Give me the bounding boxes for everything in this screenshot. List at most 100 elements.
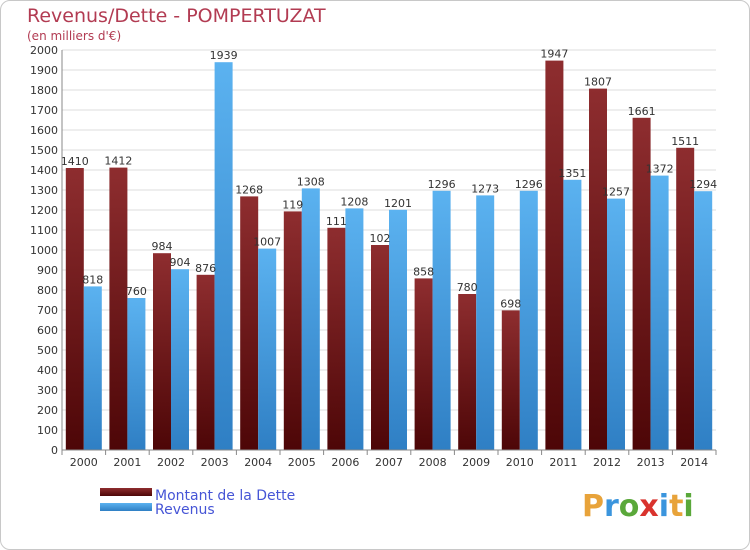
chart-title: Revenus/Dette - POMPERTUZAT bbox=[27, 5, 326, 27]
data-label-dette: 1807 bbox=[584, 76, 612, 89]
y-tick-label: 1700 bbox=[30, 104, 58, 117]
y-tick-label: 1600 bbox=[30, 124, 58, 137]
data-label-revenus: 1201 bbox=[384, 197, 412, 210]
legend-label-revenus: Revenus bbox=[155, 502, 215, 518]
bar-dette bbox=[153, 253, 171, 450]
bar-revenus bbox=[432, 190, 451, 451]
bar-revenus bbox=[607, 198, 625, 450]
bar-revenus bbox=[519, 190, 538, 451]
bar-revenus bbox=[694, 191, 713, 450]
y-tick-label: 1900 bbox=[30, 64, 58, 77]
x-tick-label: 2010 bbox=[506, 456, 534, 469]
y-tick-label: 0 bbox=[51, 444, 58, 457]
svg-text:Proxiti: Proxiti bbox=[582, 489, 694, 524]
data-label-dette: 984 bbox=[152, 240, 173, 253]
bar-dette bbox=[371, 245, 389, 450]
data-label-revenus: 904 bbox=[170, 256, 191, 269]
y-tick-label: 1300 bbox=[30, 184, 58, 197]
y-tick-label: 100 bbox=[37, 424, 58, 437]
x-tick-label: 2013 bbox=[637, 456, 665, 469]
x-tick-label: 2005 bbox=[288, 456, 316, 469]
bar-layer bbox=[65, 60, 713, 451]
x-tick-label: 2003 bbox=[201, 456, 229, 469]
data-label-dette: 1410 bbox=[61, 155, 89, 168]
bar-revenus bbox=[563, 179, 582, 451]
bar-dette bbox=[501, 310, 520, 450]
bar-dette bbox=[196, 274, 215, 450]
data-label-revenus: 818 bbox=[82, 273, 103, 286]
y-tick-label: 1400 bbox=[30, 164, 58, 177]
x-tick-label: 2011 bbox=[549, 456, 577, 469]
bar-dette bbox=[589, 88, 607, 450]
data-label-dette: 698 bbox=[500, 297, 521, 310]
bar-dette bbox=[458, 294, 477, 450]
x-tick-label: 2001 bbox=[113, 456, 141, 469]
bar-revenus bbox=[389, 209, 407, 450]
data-label-revenus: 1351 bbox=[558, 167, 586, 180]
bar-dette bbox=[414, 278, 433, 450]
x-tick-label: 2006 bbox=[331, 456, 359, 469]
y-tick-label: 1100 bbox=[30, 224, 58, 237]
data-label-dette: 780 bbox=[457, 281, 478, 294]
bar-dette bbox=[240, 196, 259, 450]
data-label-revenus: 1007 bbox=[253, 236, 281, 249]
x-tick-label: 2004 bbox=[244, 456, 272, 469]
data-label-revenus: 1208 bbox=[340, 195, 368, 208]
y-tick-label: 500 bbox=[37, 344, 58, 357]
y-tick-label: 1500 bbox=[30, 144, 58, 157]
data-label-revenus: 1296 bbox=[428, 178, 456, 191]
proxiti-logo: Proxiti bbox=[582, 489, 694, 524]
bar-revenus bbox=[127, 298, 146, 450]
bar-dette bbox=[632, 117, 651, 451]
data-label-dette: 119 bbox=[282, 198, 303, 211]
bar-dette bbox=[109, 167, 128, 450]
data-label-revenus: 1939 bbox=[210, 49, 238, 62]
bar-revenus bbox=[301, 188, 320, 450]
data-label-layer: 1410 818 1412 760 984 904 876 1939 1268 1007 119 13… bbox=[61, 48, 717, 311]
bar-revenus bbox=[214, 62, 233, 450]
data-label-revenus: 1273 bbox=[471, 182, 499, 195]
y-tick-label: 1000 bbox=[30, 244, 58, 257]
bar-revenus bbox=[258, 248, 277, 450]
y-tick-label: 200 bbox=[37, 404, 58, 417]
legend-swatch-revenus bbox=[100, 503, 152, 511]
bar-revenus bbox=[345, 208, 364, 450]
y-tick-label: 800 bbox=[37, 284, 58, 297]
bar-dette bbox=[545, 60, 564, 450]
y-tick-label: 900 bbox=[37, 264, 58, 277]
data-label-dette: 111 bbox=[326, 215, 347, 228]
bar-dette bbox=[65, 168, 84, 450]
y-tick-label: 700 bbox=[37, 304, 58, 317]
x-tick-label: 2000 bbox=[70, 456, 98, 469]
y-tick-label: 600 bbox=[37, 324, 58, 337]
data-label-revenus: 760 bbox=[126, 285, 147, 298]
data-label-dette: 1511 bbox=[671, 135, 699, 148]
data-label-dette: 1268 bbox=[235, 183, 263, 196]
axis-layer: 0 100 200 300 400 500 600 700 800 900 1000 1100 1200… bbox=[30, 44, 717, 469]
bar-dette bbox=[283, 211, 302, 450]
y-tick-label: 1200 bbox=[30, 204, 58, 217]
x-tick-label: 2009 bbox=[462, 456, 490, 469]
y-tick-label: 2000 bbox=[30, 44, 58, 57]
data-label-dette: 858 bbox=[413, 265, 434, 278]
data-label-revenus: 1296 bbox=[515, 178, 543, 191]
x-tick-label: 2002 bbox=[157, 456, 185, 469]
x-tick-label: 2008 bbox=[419, 456, 447, 469]
bar-revenus bbox=[650, 175, 669, 450]
chart-subtitle: (en milliers d'€) bbox=[27, 29, 121, 43]
data-label-revenus: 1257 bbox=[602, 186, 630, 199]
x-tick-label: 2012 bbox=[593, 456, 621, 469]
data-label-revenus: 1372 bbox=[646, 163, 674, 176]
y-tick-label: 1800 bbox=[30, 84, 58, 97]
legend-swatch-dette bbox=[100, 488, 152, 496]
data-label-revenus: 1294 bbox=[689, 178, 717, 191]
bar-dette bbox=[676, 147, 695, 451]
bar-revenus bbox=[476, 195, 495, 450]
data-label-dette: 102 bbox=[370, 232, 391, 245]
data-label-dette: 876 bbox=[195, 262, 216, 275]
x-tick-label: 2007 bbox=[375, 456, 403, 469]
y-tick-label: 300 bbox=[37, 384, 58, 397]
data-label-dette: 1412 bbox=[104, 155, 132, 168]
bar-revenus bbox=[83, 286, 102, 450]
